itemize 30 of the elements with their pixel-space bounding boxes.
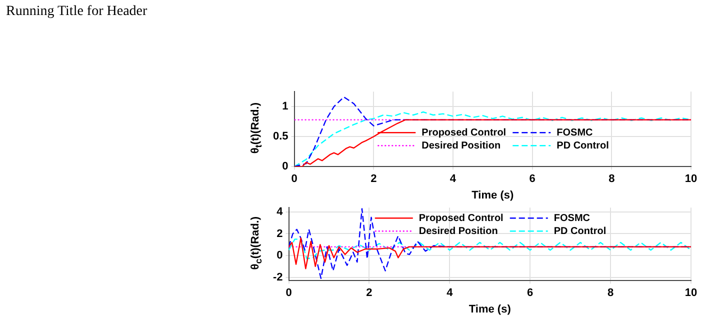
line-series [288, 238, 691, 260]
legend-label: FOSMC [556, 127, 593, 138]
x-axis-title: Time (s) [468, 303, 512, 316]
x-tick-label: 2 [366, 287, 372, 300]
x-tick-label: 6 [529, 173, 536, 186]
y-tick-label: 4 [276, 206, 284, 218]
legend-label: FOSMC [554, 212, 590, 224]
x-tick-label: 8 [608, 173, 615, 186]
y-tick-label: 0 [276, 250, 283, 262]
y-tick-label: 1 [282, 100, 288, 113]
legend-label: PD Control [556, 140, 610, 152]
x-tick-label: 2 [370, 173, 377, 186]
legend-label: Proposed Control [422, 127, 506, 138]
legend-label: Desired Position [422, 140, 501, 152]
x-axis-title: Time (s) [472, 189, 514, 202]
legend-label: PD Control [554, 226, 606, 237]
x-tick-label: 10 [684, 287, 698, 300]
x-tick-label: 4 [450, 173, 457, 186]
y-tick-label: 0 [282, 160, 288, 173]
x-tick-label: 0 [291, 173, 298, 186]
y-tick-label: 2 [276, 228, 283, 240]
y-tick-label: 0.5 [272, 130, 288, 143]
x-tick-label: 10 [684, 173, 698, 186]
x-tick-label: 4 [446, 287, 454, 300]
x-tick-label: 8 [607, 287, 614, 300]
legend-label: Desired Position [418, 226, 498, 237]
x-tick-label: 6 [527, 287, 534, 300]
legend-label: Proposed Control [418, 212, 504, 224]
y-tick-label: -2 [273, 271, 283, 284]
text: Running Title for Header [6, 4, 148, 20]
